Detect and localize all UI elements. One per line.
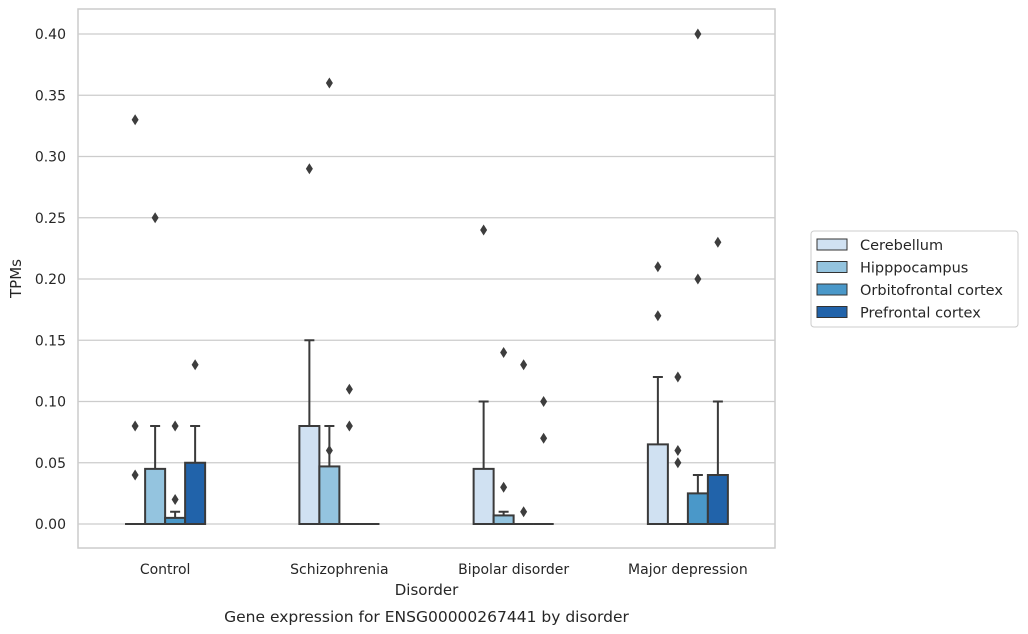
y-tick-label: 0.15 <box>35 333 66 349</box>
outlier-point <box>171 494 179 505</box>
y-axis-ticks: 0.00 0.05 0.10 0.15 0.20 0.25 0.30 0.35 0.40 <box>35 27 66 533</box>
outlier-point <box>520 506 528 518</box>
chart-caption: Gene expression for ENSG00000267441 by d… <box>224 608 629 626</box>
box-cerebellum <box>472 224 495 525</box>
outlier-point <box>325 445 333 456</box>
box-body <box>318 465 341 525</box>
outlier-point <box>171 420 179 432</box>
y-tick-label: 0.10 <box>35 395 66 411</box>
y-axis-label: TPMs <box>7 259 25 299</box>
box-body <box>492 514 515 525</box>
outlier-point <box>520 359 528 371</box>
outlier-point <box>654 261 662 273</box>
outlier-point <box>345 383 353 395</box>
outlier-point <box>674 371 682 383</box>
outlier-point <box>500 347 508 358</box>
box-hipppocampus <box>667 371 688 525</box>
x-tick-label: Bipolar disorder <box>458 562 569 578</box>
y-tick-label: 0.35 <box>35 88 66 104</box>
box-cerebellum <box>125 114 146 525</box>
y-tick-label: 0.25 <box>35 211 66 227</box>
legend: Cerebellum Hipppocampus Orbitofrontal cort… <box>810 230 1019 328</box>
outlier-point <box>540 396 548 407</box>
legend-swatch <box>816 261 848 273</box>
box-body <box>646 443 669 525</box>
legend-label: Cerebellum <box>860 238 943 254</box>
outlier-point <box>674 445 682 456</box>
box-hipppocampus <box>318 77 341 525</box>
grid-lines <box>78 33 775 525</box>
box-hipppocampus <box>492 347 515 525</box>
x-tick-label: Control <box>140 562 191 578</box>
legend-label: Orbitofrontal cortex <box>860 283 1003 299</box>
box-prefrontal-cortex <box>706 236 729 525</box>
legend-swatch <box>816 238 848 251</box>
outlier-point <box>131 114 139 126</box>
legend-frame <box>810 230 1019 328</box>
x-tick-label: Schizophrenia <box>290 562 388 578</box>
box-body <box>686 492 709 525</box>
box-cerebellum <box>646 261 669 525</box>
y-tick-label: 0.40 <box>35 27 66 43</box>
plot-area <box>125 28 729 525</box>
outlier-point <box>345 420 353 432</box>
box-body <box>184 461 207 525</box>
outlier-point <box>674 457 682 469</box>
box-body <box>144 467 167 525</box>
plot-frame <box>77 8 776 549</box>
y-tick-label: 0.20 <box>35 272 66 288</box>
box-orbitofrontal-cortex <box>513 359 534 525</box>
x-axis-ticks: Control Schizophrenia Bipolar disorder Majo… <box>140 562 748 578</box>
outlier-point <box>694 273 702 285</box>
outlier-point <box>151 212 159 224</box>
outlier-point <box>654 310 662 322</box>
box-orbitofrontal-cortex <box>164 420 187 525</box>
outlier-point <box>305 163 313 175</box>
box-body <box>472 467 495 525</box>
x-tick-label: Major depression <box>628 562 748 578</box>
outlier-point <box>540 432 548 444</box>
box-orbitofrontal-cortex <box>339 383 360 525</box>
box-orbitofrontal-cortex <box>686 28 709 525</box>
y-tick-label: 0.30 <box>35 150 66 166</box>
outlier-point <box>325 77 333 89</box>
box-prefrontal-cortex <box>533 396 554 525</box>
outlier-point <box>500 481 508 493</box>
legend-swatch <box>816 283 848 296</box>
legend-swatch <box>816 306 848 318</box>
legend-label: Prefrontal cortex <box>860 306 981 322</box>
outlier-point <box>694 28 702 40</box>
box-body <box>298 425 321 525</box>
outlier-point <box>480 224 488 236</box>
box-prefrontal-cortex <box>184 359 207 525</box>
outlier-point <box>131 469 139 481</box>
box-body <box>706 474 729 525</box>
box-hipppocampus <box>144 212 167 525</box>
outlier-point <box>131 420 139 432</box>
outlier-point <box>714 236 722 248</box>
x-axis-label: Disorder <box>395 581 459 599</box>
legend-label: Hipppocampus <box>860 261 968 277</box>
y-tick-label: 0.00 <box>35 517 66 533</box>
y-tick-label: 0.05 <box>35 456 66 472</box>
outlier-point <box>191 359 199 371</box>
